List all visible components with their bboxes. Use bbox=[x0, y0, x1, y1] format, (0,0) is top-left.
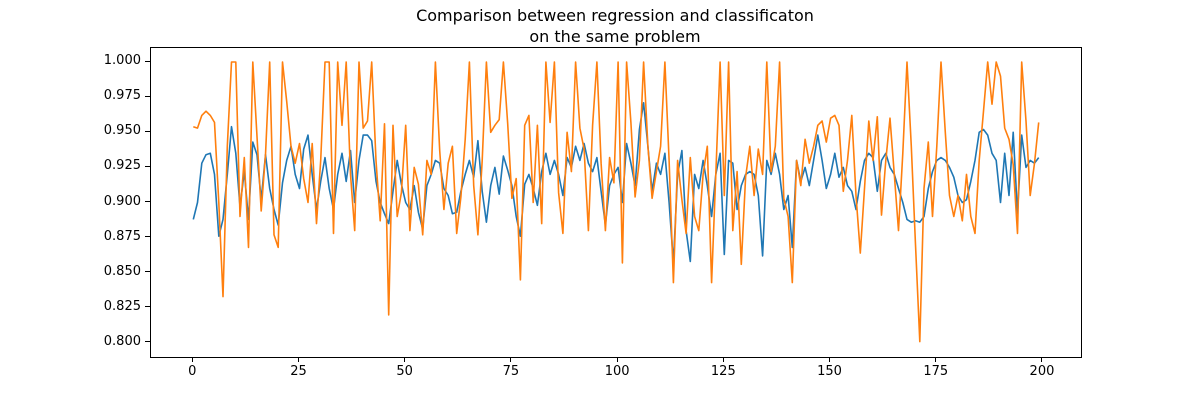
x-tick-mark bbox=[404, 357, 406, 362]
x-tick-mark bbox=[191, 357, 193, 362]
y-tick-mark bbox=[145, 130, 150, 132]
y-tick-label: 0.925 bbox=[103, 158, 141, 174]
y-tick-label: 1.000 bbox=[103, 53, 141, 69]
chart-title-line2: on the same problem bbox=[529, 26, 701, 46]
x-tick-mark bbox=[297, 357, 299, 362]
y-tick-mark bbox=[145, 271, 150, 273]
x-tick-label: 200 bbox=[1029, 364, 1055, 379]
x-tick-mark bbox=[616, 357, 618, 362]
y-tick-label: 0.850 bbox=[103, 263, 141, 279]
x-tick-label: 175 bbox=[923, 364, 949, 379]
x-tick-mark bbox=[935, 357, 937, 362]
x-tick-mark bbox=[1041, 357, 1043, 362]
chart-title-line1: Comparison between regression and classi… bbox=[416, 6, 814, 25]
y-tick-label: 0.975 bbox=[103, 88, 141, 104]
x-tick-label: 0 bbox=[188, 364, 197, 379]
x-tick-label: 25 bbox=[290, 364, 307, 379]
y-tick-label: 0.900 bbox=[103, 193, 141, 209]
y-tick-mark bbox=[145, 341, 150, 343]
x-tick-label: 100 bbox=[604, 364, 630, 379]
y-tick-label: 0.875 bbox=[103, 228, 141, 244]
y-tick-mark bbox=[145, 165, 150, 167]
series-line-series-2-orange bbox=[193, 61, 1040, 343]
y-tick-mark bbox=[145, 306, 150, 308]
x-tick-label: 150 bbox=[817, 364, 842, 379]
y-tick-label: 0.825 bbox=[103, 298, 141, 314]
x-tick-mark bbox=[722, 357, 724, 362]
y-tick-mark bbox=[145, 236, 150, 238]
plot-area bbox=[150, 47, 1082, 358]
x-tick-label: 75 bbox=[502, 364, 520, 379]
x-tick-mark bbox=[829, 357, 831, 362]
x-tick-label: 50 bbox=[396, 364, 413, 379]
y-tick-label: 0.800 bbox=[103, 333, 141, 349]
x-tick-label: 125 bbox=[710, 364, 736, 379]
y-tick-label: 0.950 bbox=[103, 123, 141, 139]
y-tick-mark bbox=[145, 95, 150, 97]
chart-title: Comparison between regression and classi… bbox=[150, 6, 1080, 48]
y-tick-mark bbox=[145, 201, 150, 202]
x-tick-mark bbox=[510, 357, 512, 362]
chart-canvas bbox=[192, 61, 1040, 343]
y-tick-mark bbox=[145, 60, 150, 62]
